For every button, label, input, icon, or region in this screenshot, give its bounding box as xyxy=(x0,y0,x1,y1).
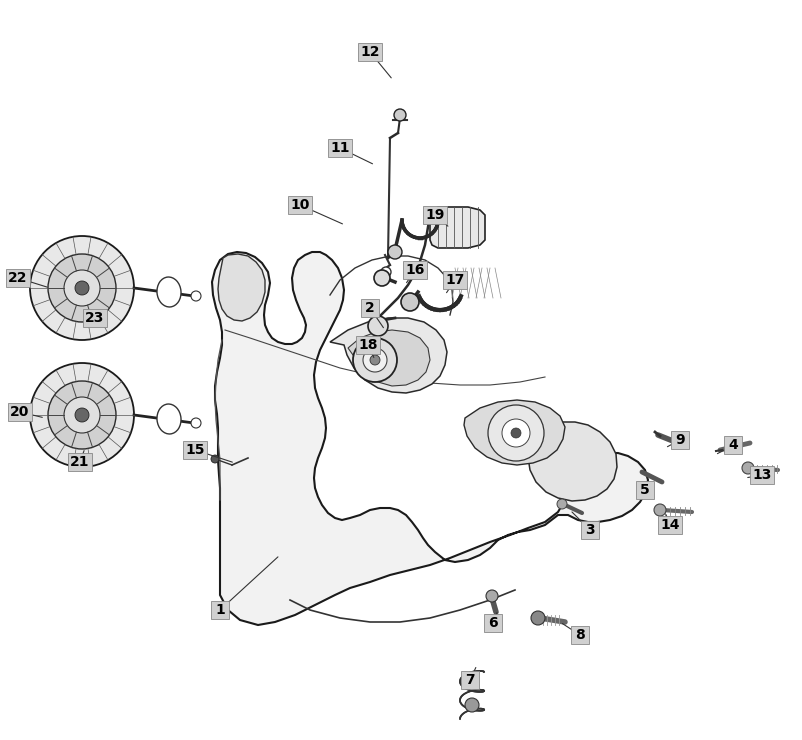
FancyBboxPatch shape xyxy=(723,436,741,454)
Text: 6: 6 xyxy=(488,616,497,630)
Text: 21: 21 xyxy=(70,455,90,469)
Circle shape xyxy=(387,245,402,259)
FancyBboxPatch shape xyxy=(8,403,32,421)
Circle shape xyxy=(191,418,200,428)
Text: 2: 2 xyxy=(365,301,375,315)
Circle shape xyxy=(464,698,479,712)
Polygon shape xyxy=(429,207,484,248)
Text: 16: 16 xyxy=(405,263,424,277)
FancyBboxPatch shape xyxy=(484,614,501,632)
FancyBboxPatch shape xyxy=(581,521,598,539)
FancyBboxPatch shape xyxy=(361,299,379,317)
Text: 13: 13 xyxy=(751,468,771,482)
Circle shape xyxy=(64,270,100,306)
Text: 22: 22 xyxy=(8,271,28,285)
Text: 11: 11 xyxy=(330,141,350,155)
Polygon shape xyxy=(330,318,447,393)
Text: 7: 7 xyxy=(464,673,474,687)
Circle shape xyxy=(191,291,200,301)
Text: 15: 15 xyxy=(185,443,205,457)
FancyBboxPatch shape xyxy=(211,601,229,619)
Circle shape xyxy=(64,397,100,433)
Circle shape xyxy=(653,504,665,516)
FancyBboxPatch shape xyxy=(423,206,447,224)
FancyBboxPatch shape xyxy=(6,269,30,287)
Ellipse shape xyxy=(156,404,180,434)
Text: 14: 14 xyxy=(659,518,679,532)
Circle shape xyxy=(75,281,89,295)
Text: 23: 23 xyxy=(85,311,104,325)
Circle shape xyxy=(75,408,89,422)
Text: 3: 3 xyxy=(585,523,594,537)
Circle shape xyxy=(485,590,497,602)
Text: 12: 12 xyxy=(360,45,379,59)
FancyBboxPatch shape xyxy=(83,309,107,327)
Circle shape xyxy=(48,254,115,322)
Circle shape xyxy=(394,109,406,121)
FancyBboxPatch shape xyxy=(355,336,379,354)
FancyBboxPatch shape xyxy=(358,43,382,61)
Text: 5: 5 xyxy=(639,483,649,497)
Text: 19: 19 xyxy=(425,208,444,222)
Text: 9: 9 xyxy=(674,433,684,447)
Circle shape xyxy=(48,381,115,449)
FancyBboxPatch shape xyxy=(749,466,773,484)
Text: 1: 1 xyxy=(215,603,225,617)
Circle shape xyxy=(30,236,134,340)
Text: 18: 18 xyxy=(358,338,377,352)
Circle shape xyxy=(510,428,520,438)
Ellipse shape xyxy=(156,277,180,307)
Circle shape xyxy=(30,363,134,467)
FancyBboxPatch shape xyxy=(635,481,653,499)
Circle shape xyxy=(400,293,419,311)
FancyBboxPatch shape xyxy=(403,261,427,279)
Circle shape xyxy=(501,419,529,447)
FancyBboxPatch shape xyxy=(443,271,467,289)
Polygon shape xyxy=(528,422,616,501)
FancyBboxPatch shape xyxy=(670,431,688,449)
FancyBboxPatch shape xyxy=(657,516,681,534)
Polygon shape xyxy=(212,252,647,625)
Circle shape xyxy=(741,462,753,474)
Circle shape xyxy=(374,270,390,286)
FancyBboxPatch shape xyxy=(288,196,312,214)
Circle shape xyxy=(380,267,391,277)
Polygon shape xyxy=(217,254,265,321)
Circle shape xyxy=(530,611,545,625)
Circle shape xyxy=(370,355,379,365)
Text: 8: 8 xyxy=(574,628,584,642)
Circle shape xyxy=(353,338,396,382)
FancyBboxPatch shape xyxy=(183,441,207,459)
Polygon shape xyxy=(347,330,429,386)
Text: 4: 4 xyxy=(727,438,737,452)
FancyBboxPatch shape xyxy=(68,453,92,471)
FancyBboxPatch shape xyxy=(460,671,479,689)
Circle shape xyxy=(557,499,566,509)
Text: 10: 10 xyxy=(290,198,310,212)
Circle shape xyxy=(211,455,219,463)
Circle shape xyxy=(363,348,387,372)
Text: 20: 20 xyxy=(10,405,30,419)
Polygon shape xyxy=(464,400,565,465)
Circle shape xyxy=(367,316,387,336)
Text: 17: 17 xyxy=(445,273,464,287)
FancyBboxPatch shape xyxy=(570,626,588,644)
FancyBboxPatch shape xyxy=(327,139,351,157)
Circle shape xyxy=(488,405,543,461)
